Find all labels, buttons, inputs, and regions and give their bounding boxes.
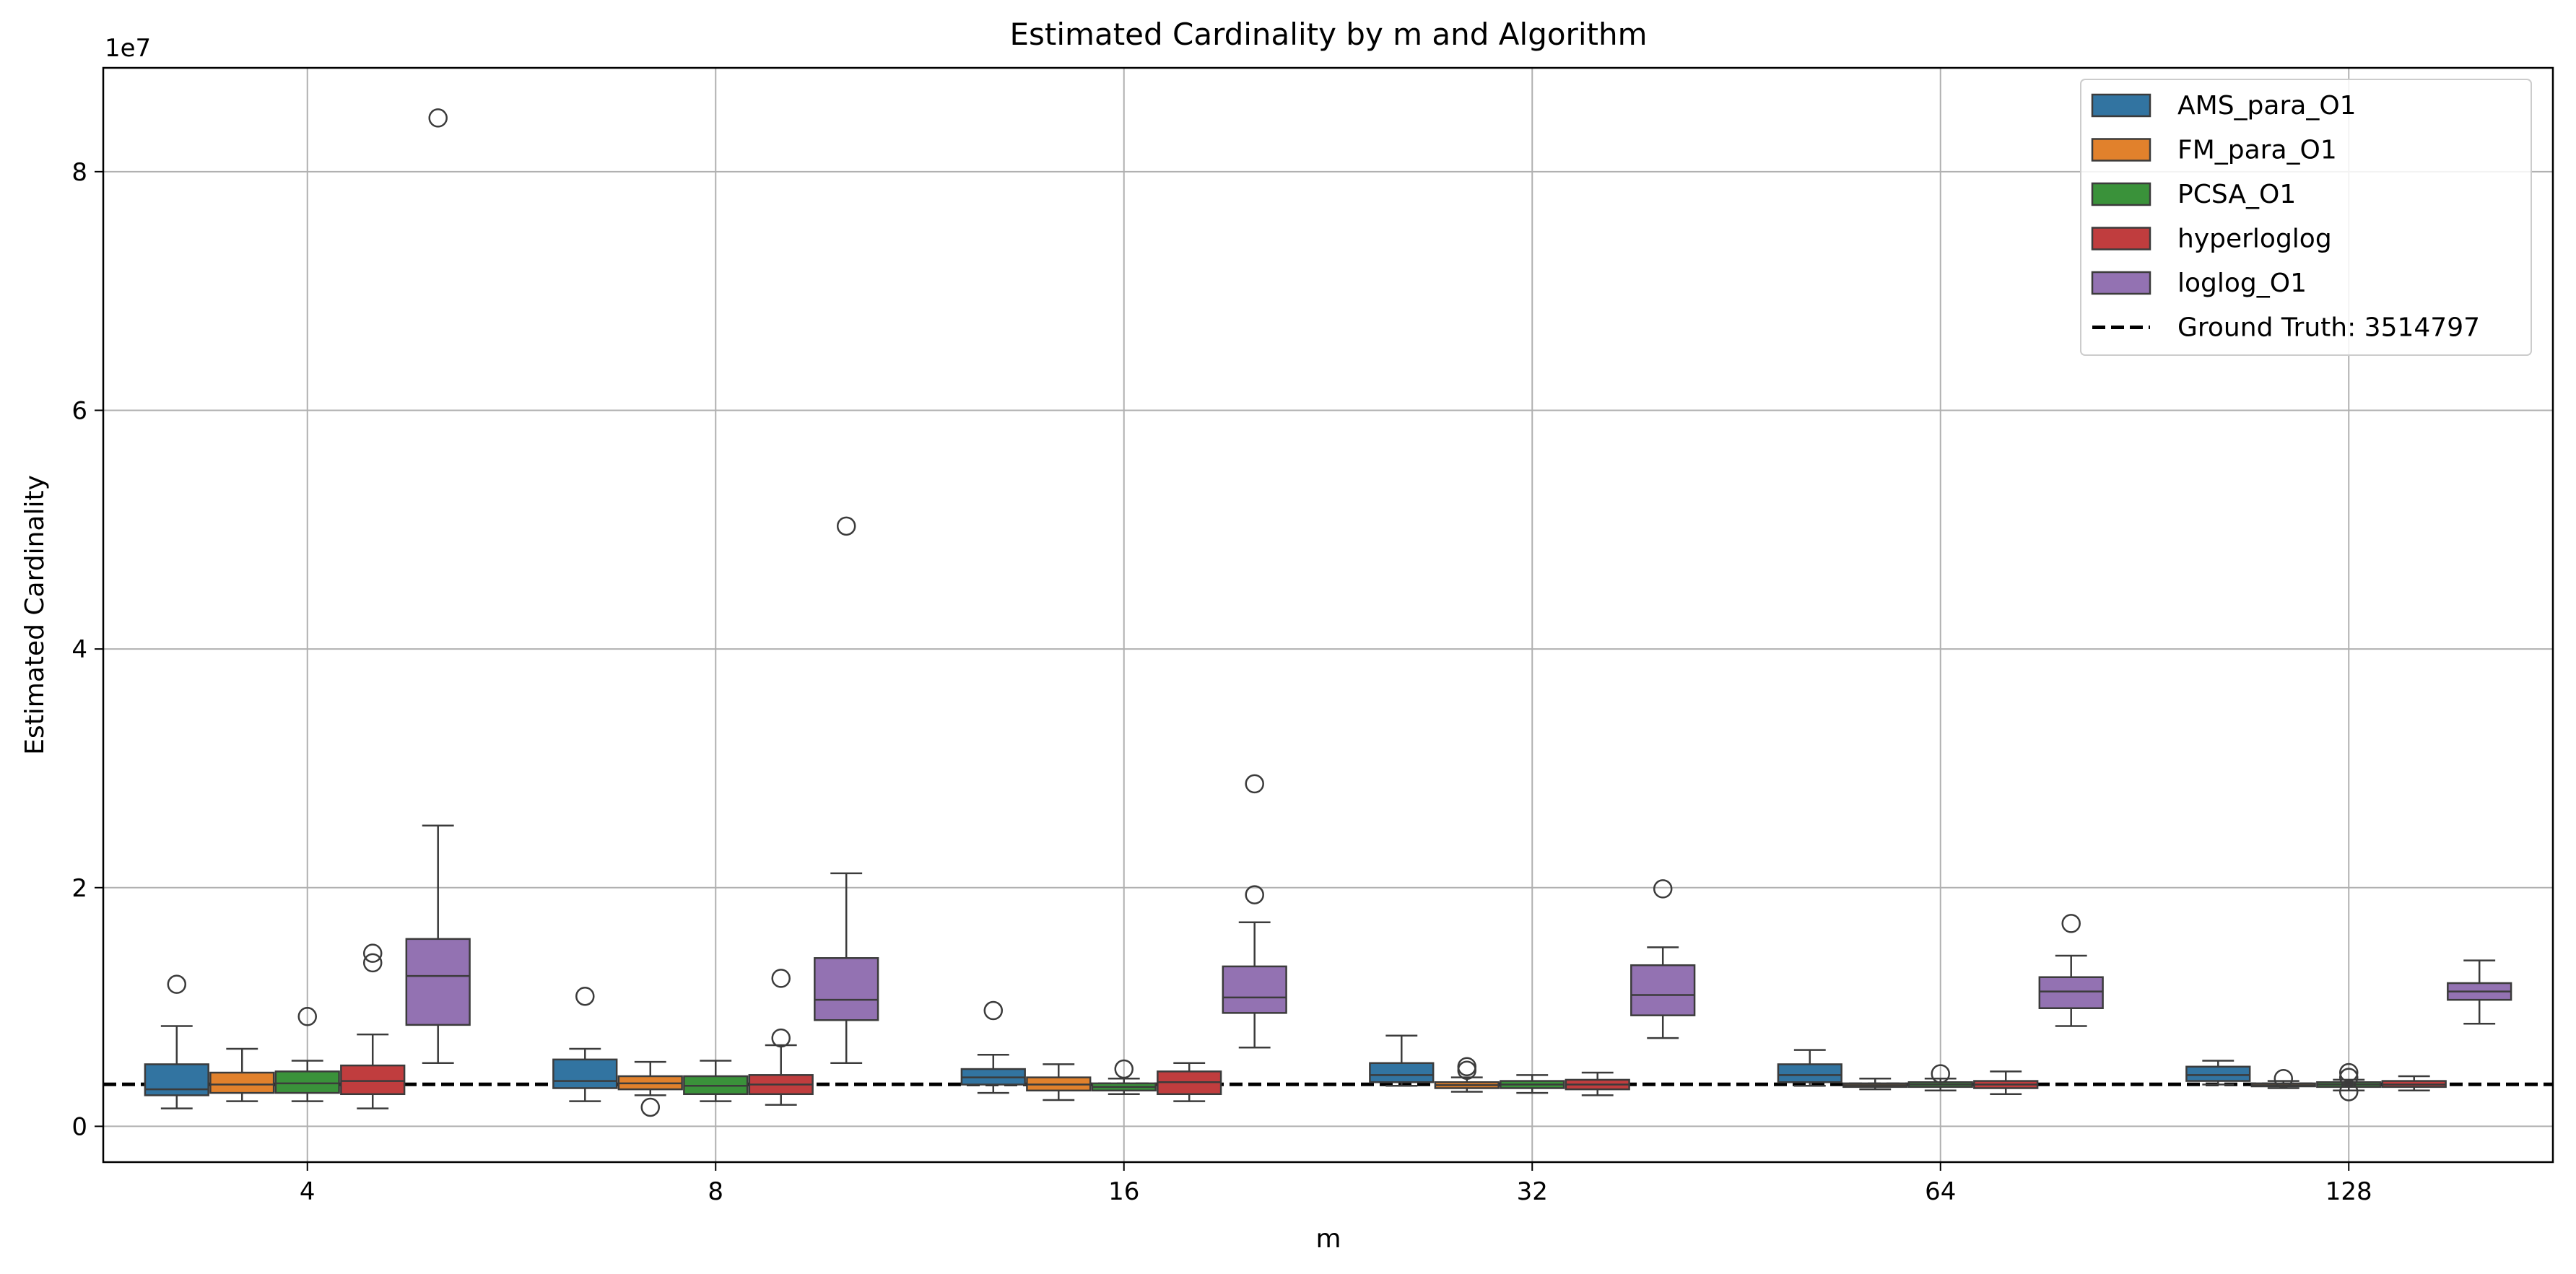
box-AMS_para_O1-m16	[960, 1000, 1026, 1094]
box-PCSA_O1-m8	[683, 1060, 749, 1102]
legend-swatch-loglog_O1	[2091, 271, 2151, 295]
box-AMS_para_O1-m32	[1369, 1034, 1435, 1087]
box-FM_para_O1-m128	[2250, 1069, 2316, 1089]
box-hyperloglog-m32	[1565, 1071, 1630, 1096]
y-tick-label: 0	[71, 1112, 87, 1141]
box-FM_para_O1-m32	[1434, 1057, 1500, 1093]
outlier-point	[167, 974, 187, 994]
y-tick-label: 8	[71, 158, 87, 187]
outlier-point	[575, 986, 595, 1006]
legend-swatch-FM_para_O1	[2091, 138, 2151, 162]
iqr-box	[1630, 964, 1696, 1016]
outlier-point	[1245, 774, 1264, 794]
iqr-box	[2185, 1065, 2251, 1082]
box-FM_para_O1-m8	[617, 1060, 683, 1117]
box-AMS_para_O1-m8	[552, 986, 618, 1102]
box-loglog_O1-m4	[405, 108, 471, 1065]
legend-label-hyperloglog: hyperloglog	[2177, 224, 2332, 254]
box-AMS_para_O1-m64	[1777, 1049, 1842, 1087]
x-tick-label: 64	[1925, 1177, 1956, 1206]
outlier-point	[2061, 914, 2081, 933]
box-PCSA_O1-m64	[1907, 1064, 1973, 1092]
x-tick-label: 8	[708, 1177, 723, 1206]
iqr-box	[274, 1070, 340, 1094]
outlier-point	[1931, 1064, 1950, 1083]
outlier-point	[1653, 879, 1673, 899]
box-FM_para_O1-m64	[1842, 1078, 1908, 1091]
y-axis-offset-label: 1e7	[105, 34, 151, 63]
outlier-point	[771, 1028, 791, 1048]
iqr-box	[209, 1071, 275, 1094]
box-PCSA_O1-m4	[274, 1007, 340, 1102]
iqr-box	[340, 1064, 406, 1096]
outlier-point	[1245, 885, 1264, 904]
grid-lines	[103, 68, 2553, 1162]
x-axis-label: m	[1315, 1224, 1341, 1254]
box-hyperloglog-m64	[1973, 1070, 2039, 1096]
outlier-point	[2339, 1082, 2359, 1101]
box-hyperloglog-m128	[2381, 1075, 2447, 1092]
box-loglog_O1-m16	[1222, 774, 1287, 1049]
outlier-point	[2339, 1063, 2359, 1083]
x-tick-label: 4	[300, 1177, 316, 1206]
chart-title: Estimated Cardinality by m and Algorithm	[1009, 17, 1647, 52]
outlier-point	[428, 108, 448, 128]
box-PCSA_O1-m16	[1091, 1059, 1157, 1096]
box-loglog_O1-m64	[2038, 914, 2104, 1027]
outlier-point	[836, 516, 856, 536]
box-loglog_O1-m32	[1630, 879, 1696, 1039]
box-hyperloglog-m4	[340, 943, 406, 1109]
iqr-box	[1222, 965, 1287, 1014]
iqr-box	[552, 1058, 618, 1089]
y-tick-label: 6	[71, 396, 87, 425]
box-AMS_para_O1-m128	[2185, 1060, 2251, 1086]
plot-frame	[102, 66, 2554, 1164]
box-FM_para_O1-m4	[209, 1047, 275, 1102]
outlier-point	[297, 1007, 317, 1026]
box-AMS_para_O1-m4	[144, 974, 209, 1109]
y-tick-label: 2	[71, 874, 87, 903]
iqr-box	[405, 938, 471, 1026]
x-tick-label: 128	[2325, 1177, 2372, 1206]
outlier-point	[1457, 1057, 1477, 1076]
x-tick-label: 32	[1517, 1177, 1548, 1206]
legend-frame	[2080, 79, 2532, 356]
box-loglog_O1-m128	[2447, 959, 2512, 1025]
outlier-point	[983, 1000, 1004, 1021]
box-FM_para_O1-m16	[1026, 1063, 1092, 1101]
legend-label-loglog_O1: loglog_O1	[2177, 269, 2307, 298]
outlier-point	[362, 953, 383, 973]
box-layer	[144, 108, 2512, 1117]
iqr-box	[144, 1063, 209, 1096]
outlier-point	[1114, 1059, 1133, 1079]
y-tick-label: 4	[71, 635, 87, 664]
legend-swatch-hyperloglog	[2091, 227, 2151, 250]
legend: AMS_para_O1 FM_para_O1 PCSA_O1 hyperloglog l…	[2080, 79, 2532, 356]
outlier-point	[2273, 1069, 2294, 1088]
box-hyperloglog-m8	[748, 969, 814, 1106]
legend-label-ground-truth: Ground Truth: 3514797	[2177, 313, 2480, 343]
iqr-box	[1369, 1062, 1435, 1083]
legend-swatch-PCSA_O1	[2091, 182, 2151, 206]
x-tick-label: 16	[1108, 1177, 1139, 1206]
iqr-box	[814, 957, 879, 1021]
box-PCSA_O1-m32	[1500, 1074, 1565, 1094]
legend-label-PCSA_O1: PCSA_O1	[2177, 180, 2296, 209]
box-loglog_O1-m8	[814, 516, 879, 1065]
legend-swatch-AMS_para_O1	[2091, 93, 2151, 118]
y-axis-label: Estimated Cardinality	[20, 475, 50, 755]
legend-label-AMS_para_O1: AMS_para_O1	[2177, 91, 2357, 121]
legend-label-FM_para_O1: FM_para_O1	[2177, 136, 2337, 165]
box-PCSA_O1-m128	[2316, 1063, 2382, 1101]
outlier-point	[362, 943, 383, 963]
iqr-box	[2038, 976, 2104, 1009]
outlier-point	[771, 969, 791, 988]
box-hyperloglog-m16	[1157, 1062, 1222, 1102]
axis-ticks: 0 2 4 6 8 4 8 16 32 64 128	[71, 158, 2372, 1206]
outlier-point	[2339, 1068, 2359, 1087]
iqr-box	[1777, 1063, 1842, 1083]
outlier-point	[640, 1097, 661, 1117]
